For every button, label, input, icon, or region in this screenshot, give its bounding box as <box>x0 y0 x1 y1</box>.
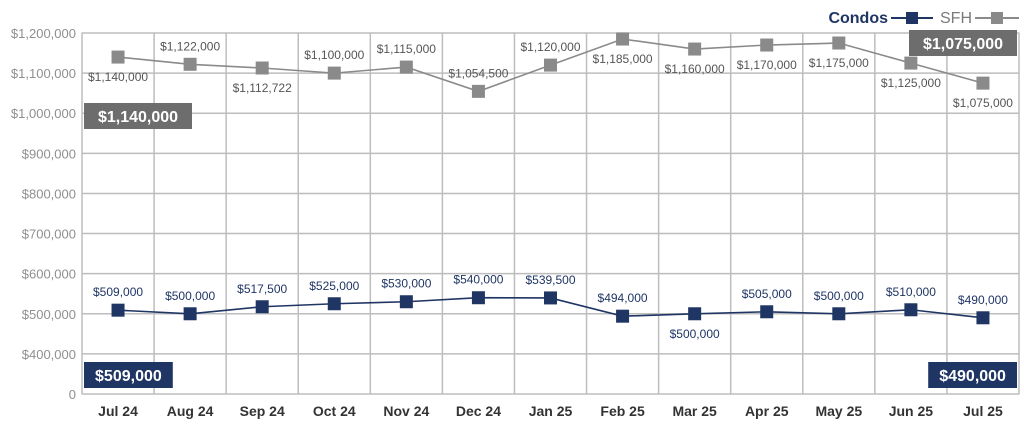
data-label-sfh: $1,120,000 <box>520 40 580 54</box>
y-tick-label: $600,000 <box>22 267 76 282</box>
data-label-sfh: $1,115,000 <box>377 42 436 56</box>
data-label-sfh: $1,170,000 <box>737 58 797 72</box>
callout-box <box>84 103 192 129</box>
point-sfh <box>760 38 774 52</box>
legend-marker-sfh <box>991 12 1003 24</box>
x-tick-label: Feb 25 <box>600 403 645 419</box>
point-condos <box>183 307 197 321</box>
point-condos <box>111 303 125 317</box>
x-tick-label: Apr 25 <box>745 403 789 419</box>
y-tick-label: $900,000 <box>22 146 76 161</box>
x-tick-label: Mar 25 <box>672 403 717 419</box>
y-tick-label: 0 <box>69 387 76 402</box>
data-label-sfh: $1,185,000 <box>593 52 653 66</box>
x-tick-label: Oct 24 <box>313 403 356 419</box>
plot-area <box>81 32 1020 395</box>
legend-label-sfh: SFH <box>940 10 972 27</box>
data-label-condos: $530,000 <box>381 277 431 291</box>
x-tick-label: Dec 24 <box>456 403 501 419</box>
data-label-condos: $510,000 <box>886 285 936 299</box>
data-label-sfh: $1,140,000 <box>88 70 148 84</box>
legend-label-condos: Condos <box>828 10 888 27</box>
y-tick-label: $400,000 <box>22 347 76 362</box>
y-tick-label: $1,000,000 <box>11 106 76 121</box>
point-condos <box>760 305 774 319</box>
y-tick-label: $800,000 <box>22 186 76 201</box>
x-tick-label: Jul 24 <box>98 403 138 419</box>
data-label-condos: $490,000 <box>958 293 1008 307</box>
point-sfh <box>904 56 918 70</box>
y-tick-label: $700,000 <box>22 227 76 242</box>
data-label-sfh: $1,125,000 <box>881 76 941 90</box>
data-label-condos: $539,500 <box>525 273 575 287</box>
data-label-condos: $500,000 <box>670 327 720 341</box>
data-label-sfh: $1,122,000 <box>160 39 220 53</box>
data-label-sfh: $1,160,000 <box>665 62 725 76</box>
point-condos <box>544 291 557 305</box>
data-label-condos: $540,000 <box>453 273 503 287</box>
point-condos <box>976 311 990 325</box>
point-sfh <box>111 50 125 64</box>
point-condos <box>255 300 269 314</box>
data-label-sfh: $1,175,000 <box>809 56 869 70</box>
point-condos <box>471 291 485 305</box>
point-sfh <box>616 32 630 46</box>
data-label-sfh: $1,075,000 <box>953 96 1013 110</box>
point-condos <box>904 303 918 317</box>
data-label-sfh: $1,112,722 <box>233 81 292 95</box>
data-label-sfh: $1,054,500 <box>448 66 508 80</box>
data-label-condos: $509,000 <box>93 285 143 299</box>
data-label-condos: $505,000 <box>742 287 792 301</box>
data-label-condos: $500,000 <box>814 289 864 303</box>
callout-box <box>909 30 1017 56</box>
callout-label: $1,075,000 <box>923 36 1003 53</box>
point-sfh <box>544 58 557 72</box>
data-label-condos: $494,000 <box>598 291 648 305</box>
x-tick-label: Sep 24 <box>240 403 285 419</box>
data-label-condos: $517,500 <box>237 282 287 296</box>
x-tick-label: Jan 25 <box>529 403 573 419</box>
point-condos <box>399 295 413 309</box>
point-condos <box>616 309 630 323</box>
y-tick-label: $500,000 <box>22 307 76 322</box>
point-sfh <box>832 36 846 50</box>
point-sfh <box>976 76 990 90</box>
data-label-condos: $525,000 <box>309 279 359 293</box>
callout-label: $509,000 <box>95 368 162 385</box>
point-sfh <box>399 60 413 74</box>
x-tick-label: May 25 <box>815 403 862 419</box>
point-sfh <box>183 57 197 71</box>
x-tick-label: Jun 25 <box>889 403 934 419</box>
point-condos <box>688 307 702 321</box>
x-tick-label: Jul 25 <box>963 403 1003 419</box>
point-condos <box>832 307 846 321</box>
point-sfh <box>471 84 485 98</box>
point-sfh <box>688 42 702 56</box>
point-sfh <box>327 66 341 80</box>
callout-label: $1,140,000 <box>98 109 178 126</box>
data-label-sfh: $1,100,000 <box>304 48 364 62</box>
callout-box <box>928 362 1017 388</box>
x-tick-label: Aug 24 <box>167 403 214 419</box>
callout-label: $490,000 <box>939 368 1006 385</box>
x-tick-label: Nov 24 <box>383 403 429 419</box>
callout-box <box>84 362 173 388</box>
point-sfh <box>255 61 269 75</box>
legend-marker-condos <box>906 12 918 24</box>
point-condos <box>327 297 341 311</box>
data-label-condos: $500,000 <box>165 289 215 303</box>
y-tick-label: $1,200,000 <box>11 26 76 41</box>
y-tick-label: $1,100,000 <box>11 66 76 81</box>
